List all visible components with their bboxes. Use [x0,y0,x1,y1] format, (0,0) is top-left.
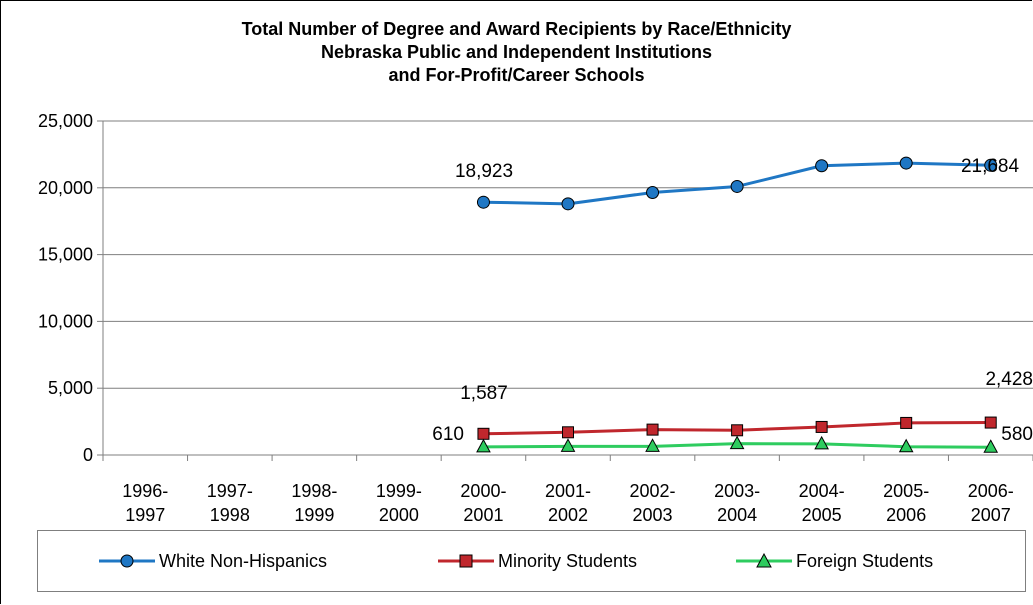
x-tick-label-line: 1997- [207,481,253,501]
data-point [899,156,913,170]
data-point [730,179,744,193]
x-tick-label-line: 2001 [463,505,503,525]
data-point [815,159,829,173]
x-tick-label: 2005- 2006 [883,481,929,525]
x-tick-label-line: 1999- [376,481,422,501]
y-tick-label: 0 [83,445,93,465]
x-tick-label: 2002- 2003 [630,481,676,525]
x-tick-label: 2004- 2005 [799,481,845,525]
x-tick-label-line: 2006- [968,481,1014,501]
x-tick-label-line: 1997 [125,505,165,525]
x-tick-label: 1997- 1998 [207,481,253,525]
data-point [476,195,490,209]
data-point [729,435,745,450]
data-point [984,416,997,429]
x-tick-label-line: 2005 [802,505,842,525]
x-tick-label-line: 2006 [886,505,926,525]
x-tick-label: 2003- 2004 [714,481,760,525]
legend-marker-square-icon [438,554,494,568]
data-point [645,438,660,452]
legend-label: Foreign Students [796,550,934,571]
data-point [898,438,914,453]
legend-item-minority-students: Minority Students [438,549,637,573]
x-tick-label: 1998- 1999 [291,481,337,525]
chart-title-line-3: and For-Profit/Career Schools [388,65,645,85]
x-tick-label-line: 1996- [122,481,168,501]
data-point [814,435,829,450]
data-point [984,158,998,172]
x-tick-label-line: 2000- [460,481,506,501]
data-point [561,197,575,211]
chart-title-line-1: Total Number of Degree and Award Recipie… [241,19,792,39]
data-point [646,185,660,199]
x-tick-label-line: 2001- [545,481,591,501]
x-tick-label: 2001- 2002 [545,481,591,525]
data-point [983,439,999,453]
legend-label: White Non-Hispanics [159,550,328,571]
data-point [646,423,659,436]
x-tick-label: 1999- 2000 [376,481,422,525]
data-label: 21,684 [961,156,1020,177]
data-point [900,416,913,429]
x-tick-label: 2006- 2007 [968,481,1014,525]
x-tick-label-line: 2004- [799,481,845,501]
x-tick-label-line: 2002- [630,481,676,501]
x-tick-label-line: 1998- [291,481,337,501]
x-tick-label-line: 2003 [633,505,673,525]
legend-marker-circle-icon [99,554,155,568]
x-tick-label-line: 1998 [210,505,250,525]
y-tick-label: 15,000 [38,245,93,265]
chart-title: Total Number of Degree and Award Recipie… [0,18,1033,87]
y-tick-label: 25,000 [38,111,93,131]
legend-label: Minority Students [498,550,638,571]
x-tick-label-line: 2003- [714,481,760,501]
x-tick-label: 2000- 2001 [460,481,506,525]
x-tick-label-line: 1999 [294,505,334,525]
data-label: 1,587 [460,383,508,404]
data-label: 610 [432,424,464,445]
data-point [560,438,576,452]
x-tick-label-line: 2007 [971,505,1011,525]
legend-item-foreign-students: Foreign Students [736,549,933,573]
y-tick-label: 5,000 [48,378,93,398]
legend-item-white-non-hispanics: White Non-Hispanics [99,549,327,573]
x-tick-label-line: 2004 [717,505,757,525]
x-tick-label-line: 2002 [548,505,588,525]
x-tick-label-line: 2005- [883,481,929,501]
data-label: 580 [1001,424,1033,445]
data-label: 2,428 [985,369,1033,390]
data-point [815,420,828,433]
y-tick-label: 10,000 [38,311,93,331]
data-point [477,427,490,440]
data-point [562,426,574,439]
data-point [731,424,744,437]
chart-title-line-2: Nebraska Public and Independent Institut… [320,42,713,62]
y-tick-label: 20,000 [38,178,93,198]
x-tick-label: 1996- 1997 [122,481,168,525]
data-label: 18,923 [455,161,513,182]
legend: White Non-Hispanics Minority Students Fo… [37,530,1026,592]
x-tick-label-line: 2000 [379,505,419,525]
data-point [476,438,491,453]
legend-marker-triangle-icon [736,553,792,568]
